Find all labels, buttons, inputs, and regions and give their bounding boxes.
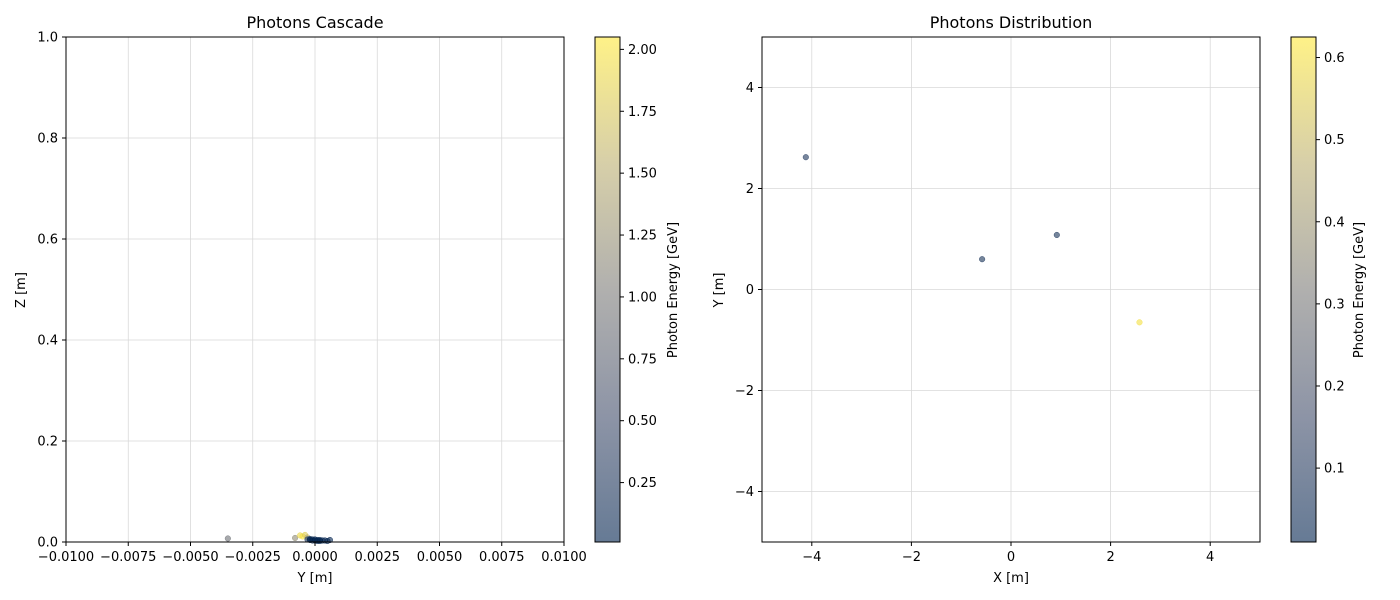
colorbar-label: Photon Energy [GeV]	[666, 222, 681, 358]
y-tick-label: 4	[746, 81, 754, 96]
y-tick-label: −2	[735, 384, 754, 399]
x-tick-label: 0.0000	[292, 550, 338, 565]
colorbar-ticks: 0.1 0.2 0.3 0.4 0.5 0.6	[1316, 51, 1345, 477]
colorbar-tick-label: 0.2	[1324, 379, 1345, 394]
y-tick-label: 2	[746, 182, 754, 197]
grid-lines	[762, 37, 1260, 542]
x-tick-label: 0.0050	[417, 550, 463, 565]
x-tick-label: 0.0075	[479, 550, 525, 565]
colorbar-tick-label: 0.6	[1324, 51, 1345, 66]
x-axis-ticks: −4 −2 0 2 4	[802, 542, 1214, 565]
colorbar-label: Photon Energy [GeV]	[1352, 222, 1367, 358]
colorbar-tick-label: 1.75	[628, 105, 657, 120]
cascade-panel: Photons Cascade −0.0100 −0.0075 −0.0050 −0.…	[14, 13, 681, 586]
colorbar-tick-label: 1.00	[628, 290, 657, 305]
y-tick-label: 0.2	[37, 435, 58, 450]
y-axis-ticks: 0.0 0.2 0.4 0.6 0.8 1.0	[37, 31, 66, 551]
colorbar-tick-label: 0.25	[628, 476, 657, 491]
data-point	[326, 536, 333, 544]
data-point	[292, 534, 299, 542]
x-tick-label: 0.0100	[541, 550, 587, 565]
grid-lines	[65, 36, 565, 543]
y-tick-label: 0.0	[37, 536, 58, 551]
colorbar-tick-label: 1.50	[628, 167, 657, 182]
distribution-panel: Photons Distribution −4 −2 0 2 4 −4 −2 0 2 4 X […	[712, 13, 1367, 586]
colorbar-tick-label: 1.25	[628, 229, 657, 244]
chart-title: Photons Distribution	[930, 13, 1093, 32]
x-axis-ticks: −0.0100 −0.0075 −0.0050 −0.0025 0.0000 0.0025…	[38, 542, 587, 565]
colorbar: 0.1 0.2 0.3 0.4 0.5 0.6 Photon Energy [GeV]	[1290, 36, 1367, 543]
x-tick-label: −2	[902, 550, 921, 565]
y-tick-label: 0.4	[37, 334, 58, 349]
colorbar-tick-label: 0.4	[1324, 215, 1345, 230]
y-tick-label: 0	[746, 283, 754, 298]
colorbar-tick-label: 0.50	[628, 414, 657, 429]
x-tick-label: 4	[1206, 550, 1214, 565]
x-tick-label: 0	[1007, 550, 1015, 565]
x-tick-label: 0.0025	[355, 550, 401, 565]
colorbar-frame	[1290, 36, 1317, 543]
data-point	[224, 535, 231, 542]
chart-title: Photons Cascade	[246, 13, 383, 32]
y-axis-label: Z [m]	[14, 272, 29, 308]
colorbar-tick-label: 0.5	[1324, 133, 1345, 148]
colorbar: 0.25 0.50 0.75 1.00 1.25 1.50 1.75 2.00 Photon …	[594, 36, 681, 543]
data-point	[979, 256, 986, 263]
colorbar-gradient	[1291, 37, 1316, 542]
colorbar-tick-label: 0.3	[1324, 297, 1345, 312]
x-tick-label: −0.0075	[100, 550, 156, 565]
x-axis-label: X [m]	[993, 571, 1029, 586]
colorbar-frame	[594, 36, 621, 543]
y-tick-label: −4	[735, 485, 754, 500]
y-axis-ticks: −4 −2 0 2 4	[735, 81, 762, 500]
x-tick-label: −4	[802, 550, 821, 565]
colorbar-tick-label: 0.75	[628, 352, 657, 367]
data-point	[1136, 319, 1143, 326]
data-points	[802, 154, 1143, 326]
colorbar-tick-label: 0.1	[1324, 462, 1345, 477]
x-axis-label: Y [m]	[297, 571, 333, 586]
data-point	[802, 154, 809, 161]
data-point	[1053, 231, 1060, 239]
colorbar-ticks: 0.25 0.50 0.75 1.00 1.25 1.50 1.75 2.00	[620, 43, 657, 491]
x-tick-label: −0.0050	[162, 550, 218, 565]
y-tick-label: 0.8	[37, 132, 58, 147]
x-tick-label: 2	[1106, 550, 1114, 565]
y-tick-label: 1.0	[37, 31, 58, 46]
x-tick-label: −0.0100	[38, 550, 94, 565]
colorbar-tick-label: 2.00	[628, 43, 657, 58]
y-tick-label: 0.6	[37, 233, 58, 248]
x-tick-label: −0.0025	[225, 550, 281, 565]
colorbar-gradient	[595, 37, 620, 542]
y-axis-label: Y [m]	[712, 273, 727, 309]
